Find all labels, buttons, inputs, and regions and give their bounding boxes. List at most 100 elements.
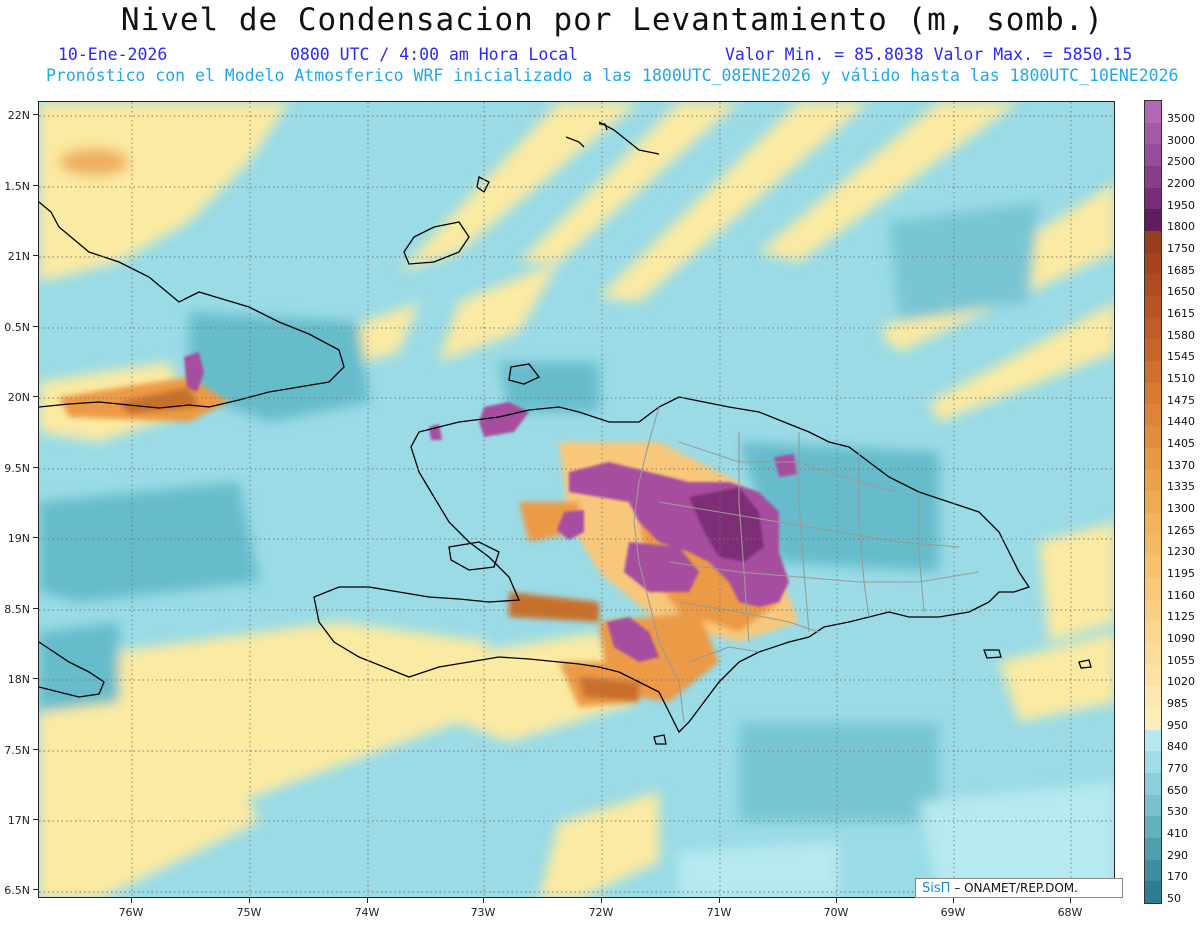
lat-tick <box>33 467 38 468</box>
lat-label-17-5n: 7.5N <box>4 744 30 757</box>
legend-swatch-1615 <box>1145 296 1161 319</box>
legend-swatch-3000 <box>1145 122 1161 145</box>
province-line-4 <box>738 432 750 643</box>
province-line-6 <box>858 452 870 618</box>
lat-label-20-5n: 0.5N <box>4 321 30 334</box>
legend-swatch-1405 <box>1145 426 1161 449</box>
legend-label-1510: 1510 <box>1167 371 1195 385</box>
legend-swatch-770 <box>1145 751 1161 774</box>
lon-tick <box>1070 898 1071 903</box>
legend-swatch-1475 <box>1145 382 1161 405</box>
legend-swatch-1580 <box>1145 317 1161 340</box>
legend-label-290: 290 <box>1167 848 1188 862</box>
legend-swatch-2200 <box>1145 166 1161 189</box>
lon-label-72w: 72W <box>588 906 614 919</box>
legend-label-1800: 1800 <box>1167 220 1195 234</box>
lon-label-69w: 69W <box>940 906 966 919</box>
forecast-date: 10-Ene-2026 <box>58 45 168 64</box>
map-title: Nivel de Condensacion por Levantamiento … <box>120 2 1105 38</box>
legend-swatch-1090 <box>1145 621 1161 644</box>
lat-tick <box>33 537 38 538</box>
lcl-map <box>38 101 1115 898</box>
bahamas-island-1 <box>598 121 660 155</box>
legend-label-770: 770 <box>1167 762 1188 776</box>
province-borders <box>633 406 980 723</box>
legend-label-950: 950 <box>1167 718 1188 732</box>
sispi-logo-text: SisΠ <box>922 881 951 896</box>
legend-label-1545: 1545 <box>1167 350 1195 364</box>
legend-label-1615: 1615 <box>1167 306 1195 320</box>
legend-label-1020: 1020 <box>1167 675 1195 689</box>
mona-island <box>1078 659 1092 669</box>
lon-tick <box>601 898 602 903</box>
legend-label-1580: 1580 <box>1167 328 1195 342</box>
legend-swatch-1230 <box>1145 534 1161 557</box>
lat-label-22n: 22N <box>7 109 30 122</box>
legend-label-410: 410 <box>1167 827 1188 841</box>
lat-label-17n: 17N <box>7 814 30 827</box>
haiti-dr-border <box>633 406 685 723</box>
legend-label-1475: 1475 <box>1167 393 1195 407</box>
province-line-5 <box>798 432 810 633</box>
tortue-island <box>508 363 541 385</box>
legend-label-2200: 2200 <box>1167 176 1195 190</box>
legend-label-1335: 1335 <box>1167 480 1195 494</box>
lon-label-76w: 76W <box>118 906 144 919</box>
legend-swatch-650 <box>1145 772 1161 795</box>
legend-swatch-170 <box>1145 859 1161 882</box>
legend-swatch-530 <box>1145 794 1161 817</box>
legend-label-840: 840 <box>1167 740 1188 754</box>
legend-label-2500: 2500 <box>1167 155 1195 169</box>
lat-tick <box>33 749 38 750</box>
legend-swatch-2500 <box>1145 144 1161 167</box>
credit-box: SisΠ – ONAMET/REP.DOM. <box>915 878 1123 898</box>
legend-swatch-840 <box>1145 729 1161 752</box>
legend-label-530: 530 <box>1167 805 1188 819</box>
legend-label-3500: 3500 <box>1167 111 1195 125</box>
legend-label-1195: 1195 <box>1167 567 1195 581</box>
legend-swatch-1545 <box>1145 339 1161 362</box>
legend-swatch-1800 <box>1145 209 1161 232</box>
legend-swatch-410 <box>1145 816 1161 839</box>
map-canvas <box>39 102 1114 897</box>
lat-label-19n: 19N <box>7 532 30 545</box>
legend-label-1090: 1090 <box>1167 632 1195 646</box>
lon-tick <box>483 898 484 903</box>
gonave-island <box>448 541 500 571</box>
lat-label-21n: 21N <box>7 250 30 263</box>
legend-swatch-1650 <box>1145 274 1161 297</box>
inagua-island <box>403 221 470 265</box>
bahamas-island-2 <box>599 123 608 131</box>
min-max-values: Valor Min. = 85.8038 Valor Max. = 5850.1… <box>725 45 1133 64</box>
legend-swatch-50 <box>1145 881 1161 904</box>
legend-swatch-290 <box>1145 837 1161 860</box>
legend-label-1300: 1300 <box>1167 502 1195 515</box>
legend-label-1950: 1950 <box>1167 198 1195 212</box>
legend-swatch-1335 <box>1145 469 1161 492</box>
lon-label-71w: 71W <box>706 906 732 919</box>
jamaica-coastline <box>39 641 105 698</box>
legend-swatch-1950 <box>1145 187 1161 210</box>
province-line-7 <box>918 492 925 613</box>
legend-label-3000: 3000 <box>1167 133 1195 147</box>
lat-tick <box>33 185 38 186</box>
credit-text: – ONAMET/REP.DOM. <box>954 881 1078 895</box>
legend-label-1055: 1055 <box>1167 653 1195 667</box>
lat-tick <box>33 608 38 609</box>
province-line-8 <box>678 601 820 633</box>
lon-label-68w: 68W <box>1057 906 1083 919</box>
legend-label-170: 170 <box>1167 870 1188 884</box>
legend-label-1160: 1160 <box>1167 588 1195 602</box>
legend-label-1685: 1685 <box>1167 263 1195 277</box>
forecast-time: 0800 UTC / 4:00 am Hora Local <box>290 45 579 64</box>
lon-label-73w: 73W <box>470 906 496 919</box>
legend-swatch-950 <box>1145 707 1161 730</box>
model-info: Pronóstico con el Modelo Atmosferico WRF… <box>46 66 1179 85</box>
lon-tick <box>249 898 250 903</box>
legend-swatch-1195 <box>1145 556 1161 579</box>
lon-tick <box>367 898 368 903</box>
legend-swatch-1055 <box>1145 642 1161 665</box>
legend-swatch-1160 <box>1145 577 1161 600</box>
legend-swatch-1510 <box>1145 361 1161 384</box>
bahamas-island-3 <box>565 136 585 148</box>
